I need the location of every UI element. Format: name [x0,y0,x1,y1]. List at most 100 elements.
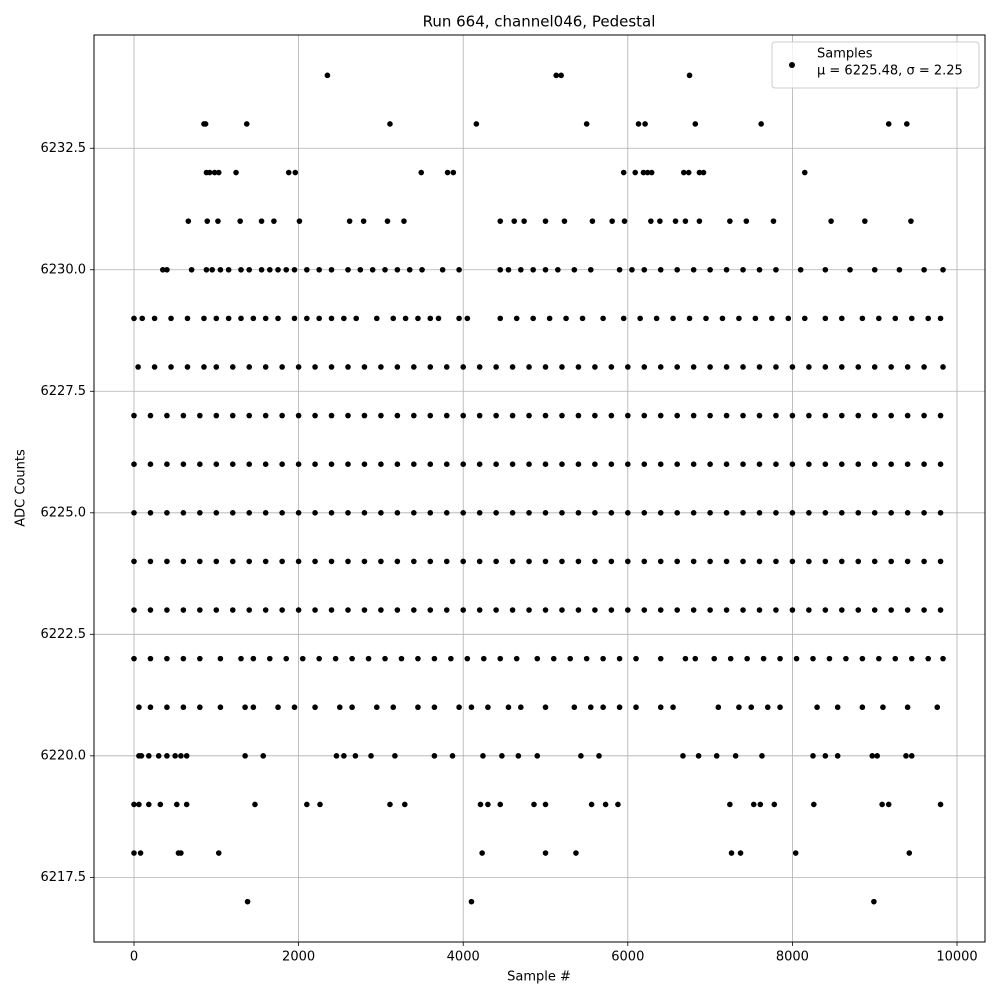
data-point [229,412,236,419]
data-point [316,315,322,322]
data-point [479,850,485,856]
data-point [341,315,347,322]
data-point [136,704,142,711]
data-point [756,510,763,516]
data-point [312,364,318,370]
data-point [904,510,911,516]
data-point [563,315,569,322]
data-point [834,753,841,759]
data-point [180,412,187,419]
data-point [876,655,882,662]
data-point [296,218,303,224]
data-point [361,607,368,613]
data-point [657,510,664,516]
data-point [773,266,779,273]
data-point [719,315,726,322]
data-point [243,121,250,127]
data-point [692,655,699,662]
data-point [888,510,894,516]
data-point [674,412,680,419]
data-point [801,169,808,176]
data-point [262,558,269,565]
data-point [728,850,735,856]
data-point [571,266,578,273]
data-point [727,655,734,662]
data-point [427,558,434,565]
data-point [789,364,796,370]
data-point [476,412,483,419]
data-point [493,558,499,565]
data-point [349,704,355,711]
data-point [473,121,480,127]
data-point [526,461,532,467]
data-point [131,461,137,467]
data-point [262,461,269,467]
data-point [871,607,878,613]
x-tick-label: 8000 [776,950,809,965]
data-point [934,704,941,711]
data-point [925,655,932,662]
data-point [642,121,648,127]
data-point [197,412,203,419]
data-point [515,753,522,759]
data-point [468,704,475,711]
data-point [740,607,746,613]
data-point [625,510,631,516]
data-point [345,510,351,516]
data-point [229,364,236,370]
data-point [352,753,359,759]
data-point [542,558,549,565]
data-point [657,412,664,419]
data-point [505,266,512,273]
data-point [460,461,467,467]
data-point [411,364,417,370]
data-point [740,266,746,273]
data-point [213,412,220,419]
data-point [937,558,944,565]
data-point [183,753,190,759]
data-point [822,461,829,467]
data-point [229,607,236,613]
data-point [542,461,549,467]
data-point [136,801,142,808]
data-point [695,753,702,759]
data-point [674,510,680,516]
data-point [748,704,755,711]
data-point [131,801,137,808]
data-point [777,655,783,662]
data-point [567,655,573,662]
data-point [608,461,615,467]
data-point [427,607,434,613]
data-point [727,218,733,224]
data-point [518,704,524,711]
data-point [641,607,648,613]
data-point [509,364,516,370]
data-point [629,266,635,273]
data-point [937,461,944,467]
data-point [509,412,516,419]
data-point [940,655,946,662]
data-point [131,558,137,565]
data-point [419,266,425,273]
data-point [940,364,946,370]
data-point [756,266,763,273]
y-tick-label: 6220.0 [41,748,87,763]
data-point [266,655,273,662]
data-point [657,655,664,662]
data-point [499,753,505,759]
data-point [896,266,903,273]
data-point [312,607,318,613]
data-point [418,169,425,176]
data-point [328,461,335,467]
data-point [723,607,730,613]
data-point [707,558,713,565]
data-point [521,218,527,224]
data-point [394,461,401,467]
data-point [246,266,253,273]
data-point [756,364,763,370]
data-point [197,510,203,516]
data-point [291,704,298,711]
data-point [131,607,137,613]
data-point [777,704,783,711]
